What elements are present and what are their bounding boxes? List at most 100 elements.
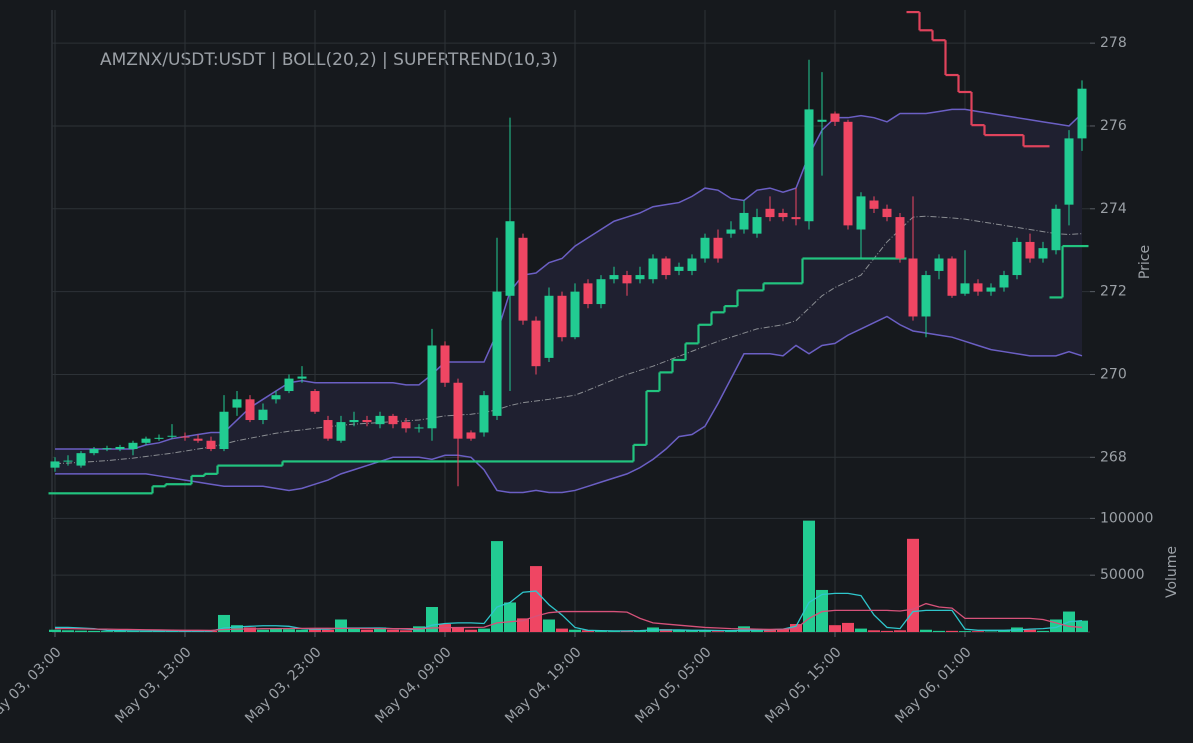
volume-bar	[348, 628, 360, 632]
volume-bar	[959, 631, 971, 632]
candle-body	[713, 237, 723, 259]
volume-bar	[244, 627, 256, 632]
volume-bar	[842, 622, 854, 632]
volume-bar	[868, 630, 880, 632]
candle-body	[362, 420, 372, 423]
volume-bar	[595, 630, 607, 632]
volume-bar	[751, 630, 763, 632]
candle-body	[973, 283, 983, 292]
candle-body	[856, 196, 866, 230]
volume-bar	[920, 629, 932, 632]
candle-body	[245, 399, 255, 421]
candle-body	[206, 440, 216, 450]
volume-bar	[543, 619, 555, 632]
chart-title: AMZNX/USDT:USDT | BOLL(20,2) | SUPERTREN…	[100, 50, 558, 70]
candle-body	[492, 291, 502, 416]
candle-body	[1012, 241, 1022, 276]
volume-bar	[686, 630, 698, 632]
candle-body	[375, 415, 385, 425]
candle-body	[635, 275, 645, 280]
volume-bar	[569, 629, 581, 632]
candle-body	[128, 442, 138, 450]
bollinger-middle	[54, 215, 1083, 465]
candle-body	[999, 275, 1009, 288]
candle-body	[843, 121, 853, 226]
candle-body	[154, 437, 164, 439]
candle-body	[505, 221, 515, 296]
y-tick-label: 274	[1100, 201, 1127, 217]
y-tick-label: 270	[1100, 366, 1127, 382]
volume-bar	[75, 630, 87, 632]
volume-bar	[777, 629, 789, 632]
volume-bar	[465, 629, 477, 632]
volume-bar	[829, 625, 841, 632]
candle-body	[830, 113, 840, 122]
volume-bar	[946, 630, 958, 632]
candle-body	[700, 237, 710, 259]
candle-body	[726, 229, 736, 234]
candle-body	[453, 382, 463, 439]
volume-bar	[361, 629, 373, 632]
candle-body	[882, 208, 892, 218]
candle-body	[232, 399, 242, 408]
candle-body	[479, 395, 489, 433]
candle-body	[674, 266, 684, 271]
volume-bar	[322, 629, 334, 632]
candle-body	[583, 283, 593, 305]
volume-bar	[985, 631, 997, 632]
candle-body	[219, 411, 229, 450]
volume-bar	[998, 630, 1010, 632]
candle-body	[193, 438, 203, 441]
candle-body	[869, 200, 879, 209]
candle-body	[947, 258, 957, 296]
volume-bar	[101, 631, 113, 632]
candle-body	[349, 420, 359, 423]
volume-bar	[894, 630, 906, 632]
volume-bar	[517, 618, 529, 632]
candle-body	[297, 376, 307, 379]
candle-body	[63, 460, 73, 462]
candle-body	[765, 208, 775, 218]
candle-body	[921, 275, 931, 317]
candle-body	[401, 422, 411, 429]
volume-bar	[699, 630, 711, 632]
y-tick-label: 276	[1100, 118, 1127, 134]
volume-bar	[257, 629, 269, 632]
volume-bar	[530, 566, 542, 632]
candle-body	[817, 119, 827, 122]
candle-body	[1064, 138, 1074, 205]
volume-bar	[335, 619, 347, 632]
volume-bar	[283, 629, 295, 632]
candle-body	[388, 415, 398, 425]
y-tick-label: 272	[1100, 284, 1127, 300]
candle-body	[76, 453, 86, 466]
candle-body	[323, 420, 333, 439]
volume-bar	[1037, 630, 1049, 632]
volume-bar	[452, 627, 464, 632]
candle-body	[752, 217, 762, 234]
volume-axis-label: Volume	[1164, 546, 1180, 598]
candle-body	[466, 432, 476, 439]
volume-bar	[62, 630, 74, 632]
volume-bar	[855, 628, 867, 632]
volume-bar	[504, 602, 516, 632]
volume-bar	[491, 541, 503, 632]
volume-bar	[309, 629, 321, 632]
y-axis-label: Price	[1137, 245, 1153, 279]
volume-bar	[621, 631, 633, 632]
volume-ma-line	[55, 590, 1083, 632]
volume-bar	[296, 629, 308, 632]
volume-bar	[1076, 620, 1088, 632]
volume-bar	[1024, 629, 1036, 632]
volume-bar	[712, 631, 724, 632]
candle-body	[336, 422, 346, 441]
candle-body	[544, 295, 554, 358]
candle-body	[908, 258, 918, 317]
candle-body	[427, 345, 437, 429]
candle-body	[258, 409, 268, 421]
volume-bar	[556, 628, 568, 632]
candle-body	[167, 435, 177, 437]
candle-body	[89, 449, 99, 454]
volume-bar	[634, 630, 646, 632]
candle-body	[310, 391, 320, 412]
